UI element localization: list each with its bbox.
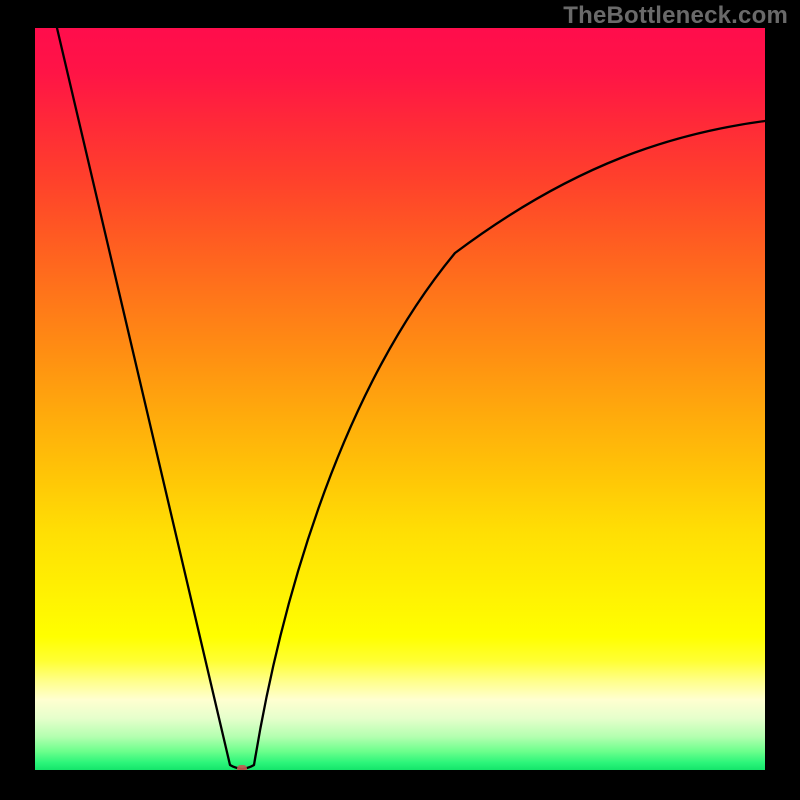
minimum-marker: [237, 765, 247, 773]
watermark-text: TheBottleneck.com: [563, 2, 788, 30]
chart-frame: { "meta": { "width": 800, "height": 800,…: [0, 0, 800, 800]
bottleneck-chart: [0, 0, 800, 800]
